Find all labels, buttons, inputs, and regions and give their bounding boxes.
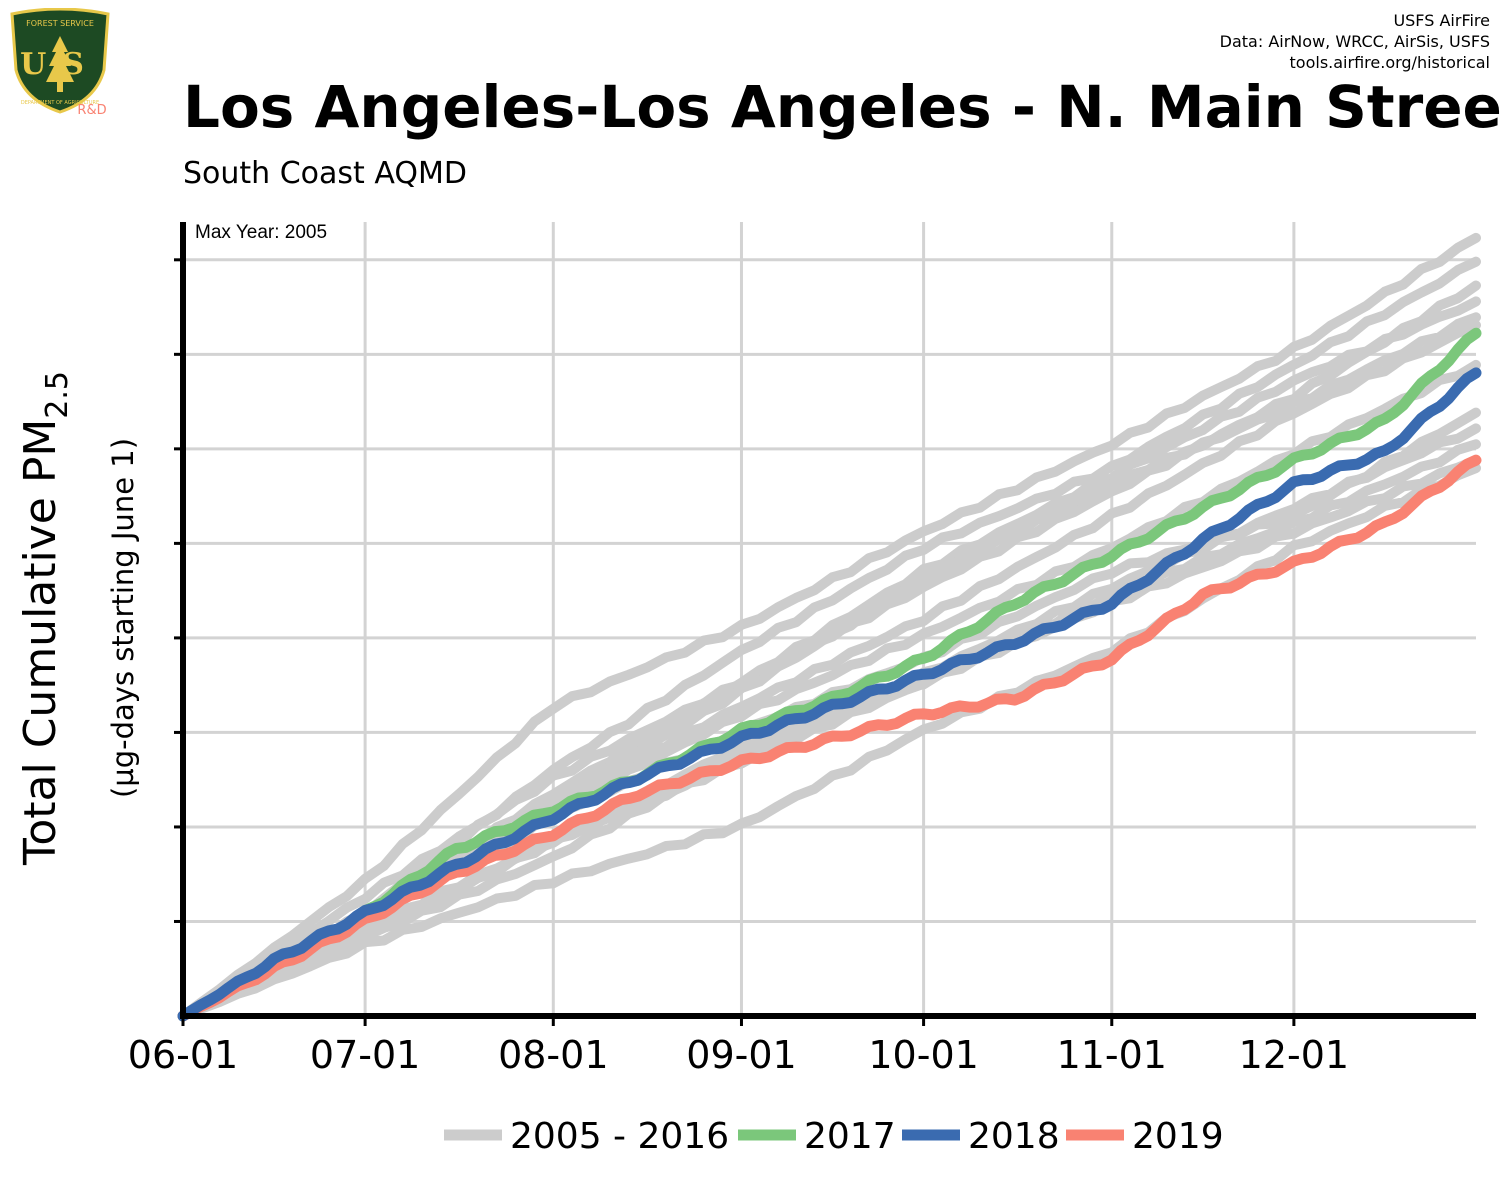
series-line-2018 [177, 367, 1482, 1022]
x-tick-labels: 06-01 07-01 08-01 09-01 10-01 11-01 12-01 [128, 1033, 1349, 1077]
x-tick-label: 06-01 [128, 1033, 238, 1077]
x-tick-label: 08-01 [498, 1033, 608, 1077]
credit-line: USFS AirFire [1393, 11, 1490, 30]
legend-label: 2005 - 2016 [510, 1116, 729, 1157]
y-axis-label-subscript: 2.5 [40, 371, 75, 419]
axes [174, 222, 1476, 1026]
series-line-historical [178, 463, 1481, 1021]
chart-subtitle: South Coast AQMD [183, 156, 467, 191]
logo-rd-label: R&D [77, 103, 106, 118]
logo-bottom-text: DEPARTMENT OF AGRICULTURE [21, 100, 99, 106]
x-tick-label: 11-01 [1057, 1033, 1167, 1077]
credit-line: tools.airfire.org/historical [1289, 53, 1490, 72]
legend-label: 2018 [968, 1116, 1060, 1157]
x-tick-label: 09-01 [686, 1033, 796, 1077]
y-axis-sublabel: (µg-days starting June 1) [106, 438, 140, 798]
x-tick-label: 10-01 [868, 1033, 978, 1077]
forest-service-logo: US FOREST SERVICE DEPARTMENT OF AGRICULT… [10, 8, 110, 118]
legend: 2005 - 2016 2017 2018 2019 [444, 1116, 1224, 1157]
y-axis-label: Total Cumulative PM2.5 [15, 371, 75, 866]
chart: 06-01 07-01 08-01 09-01 10-01 11-01 12-01 Max … [15, 222, 1482, 1077]
series-line-2019 [177, 454, 1482, 1022]
legend-label: 2019 [1132, 1116, 1224, 1157]
x-tick-label: 12-01 [1239, 1033, 1349, 1077]
logo-tree-icon [46, 36, 74, 92]
logo-letters: US [20, 47, 100, 82]
legend-label: 2017 [804, 1116, 896, 1157]
logo-top-text: FOREST SERVICE [26, 19, 94, 28]
y-axis-label-main: Total Cumulative PM [15, 419, 66, 866]
grid [181, 222, 1476, 1016]
x-tick-label: 07-01 [310, 1033, 420, 1077]
credits: USFS AirFire Data: AirNow, WRCC, AirSis,… [1220, 10, 1490, 73]
credit-line: Data: AirNow, WRCC, AirSis, USFS [1219, 32, 1490, 51]
series-layer [177, 232, 1482, 1022]
chart-title: Los Angeles-Los Angeles - N. Main Street [183, 73, 1500, 141]
series-line-historical [178, 232, 1481, 1021]
series-line-historical [178, 423, 1481, 1021]
max-year-annotation: Max Year: 2005 [195, 222, 327, 243]
